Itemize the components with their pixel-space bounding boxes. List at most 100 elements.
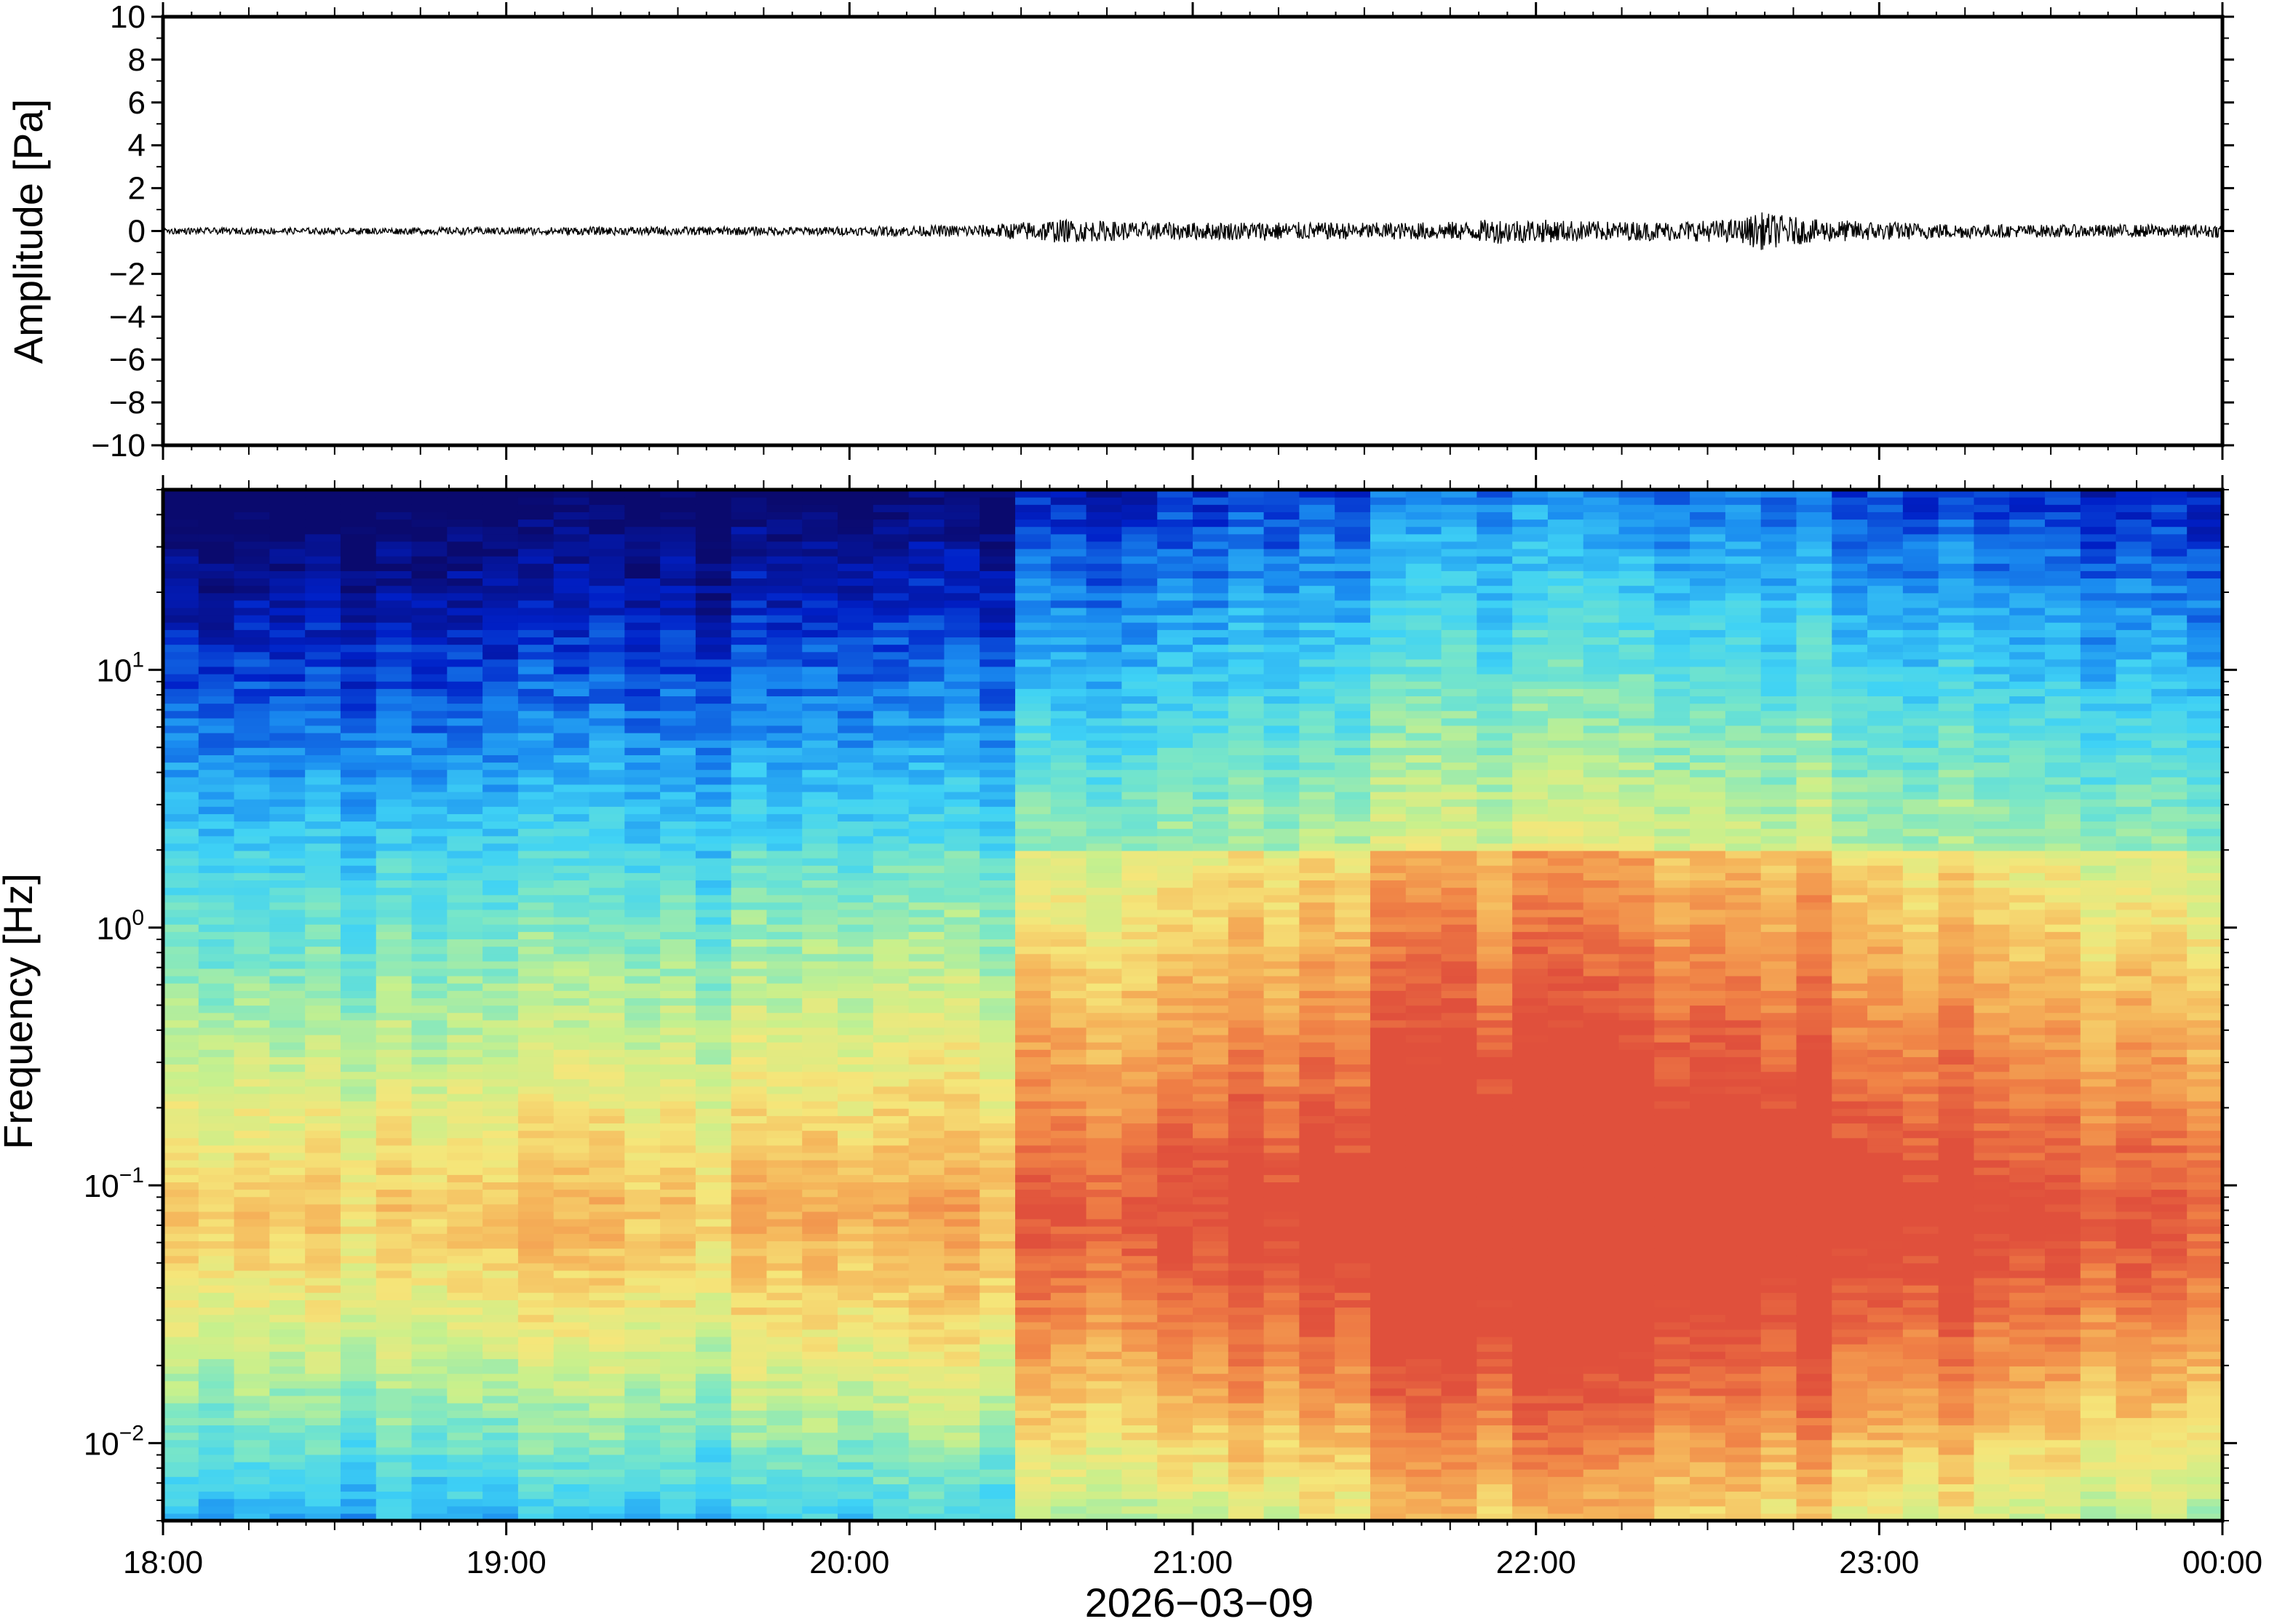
spectrogram-cell: [340, 1042, 377, 1050]
spectrogram-cell: [731, 585, 768, 594]
spectrogram-cell: [1086, 1115, 1123, 1124]
spectrogram-cell: [553, 526, 590, 535]
spectrogram-cell: [802, 1417, 838, 1426]
spectrogram-cell: [1405, 909, 1442, 918]
spectrogram-cell: [624, 835, 661, 844]
spectrogram-cell: [482, 490, 519, 498]
spectrogram-cell: [1335, 622, 1371, 630]
spectrogram-cell: [1086, 1366, 1123, 1374]
spectrogram-cell: [695, 1462, 732, 1470]
spectrogram-cell: [447, 1307, 483, 1315]
spectrogram-cell: [447, 1299, 483, 1308]
spectrogram-cell: [695, 629, 732, 638]
spectrogram-cell: [1299, 1417, 1335, 1426]
spectrogram-cell: [908, 1344, 945, 1352]
spectrogram-cell: [908, 1314, 945, 1323]
spectrogram-cell: [1015, 1123, 1052, 1131]
spectrogram-cell: [234, 717, 270, 726]
spectrogram-cell: [269, 548, 306, 557]
spectrogram-cell: [1370, 813, 1407, 822]
spectrogram-cell: [944, 526, 980, 535]
spectrogram-cell: [447, 1417, 483, 1426]
spectrogram-cell: [340, 976, 377, 984]
spectrogram-cell: [731, 983, 768, 991]
spectrogram-cell: [1121, 813, 1158, 822]
spectrogram-cell: [1015, 1152, 1052, 1161]
spectrogram-cell: [695, 644, 732, 653]
spectrogram-cell: [163, 1285, 199, 1293]
spectrogram-cell: [553, 1248, 590, 1257]
spectrogram-cell: [447, 1093, 483, 1102]
spectrogram-cell: [1086, 563, 1123, 571]
spectrogram-cell: [553, 1012, 590, 1021]
spectrogram-cell: [517, 717, 555, 726]
spectrogram-cell: [1050, 909, 1087, 918]
spectrogram-cell: [1050, 1012, 1087, 1021]
spectrogram-cell: [1157, 1329, 1193, 1337]
spectrogram-cell: [979, 658, 1016, 667]
spectrogram-cell: [624, 1270, 661, 1278]
spectrogram-cell: [1228, 1152, 1265, 1161]
spectrogram-cell: [517, 1321, 555, 1330]
spectrogram-cell: [802, 1425, 838, 1433]
spectrogram-cell: [838, 1366, 874, 1374]
spectrogram-cell: [802, 548, 838, 557]
spectrogram-cell: [163, 1115, 199, 1124]
spectrogram-cell: [1263, 924, 1300, 932]
spectrogram-cell: [1405, 1056, 1442, 1065]
spectrogram-cell: [163, 1446, 199, 1455]
spectrogram-cell: [340, 1351, 377, 1359]
spectrogram-cell: [340, 1093, 377, 1102]
spectrogram-cell: [838, 880, 874, 888]
spectrogram-cell: [1228, 1005, 1265, 1014]
spectrogram-cell: [624, 533, 661, 542]
spectrogram-cell: [695, 799, 732, 807]
spectrogram-cell: [624, 1285, 661, 1293]
spectrogram-cell: [873, 1123, 910, 1131]
spectrogram-cell: [1086, 490, 1123, 498]
spectrogram-cell: [589, 740, 625, 748]
spectrogram-cell: [1370, 1425, 1407, 1433]
spectrogram-cell: [553, 1086, 590, 1094]
spectrogram-cell: [305, 541, 341, 549]
spectrogram-cell: [1050, 1130, 1087, 1139]
spectrogram-cell: [1050, 1505, 1087, 1514]
spectrogram-cell: [1335, 894, 1371, 903]
spectrogram-cell: [198, 622, 235, 630]
spectrogram-cell: [838, 629, 874, 638]
spectrogram-cell: [873, 637, 910, 645]
spectrogram-cell: [695, 504, 732, 512]
spectrogram-cell: [979, 563, 1016, 571]
spectrogram-cell: [553, 769, 590, 778]
spectrogram-cell: [1263, 1115, 1300, 1124]
spectrogram-cell: [269, 1034, 306, 1043]
spectrogram-cell: [1157, 835, 1193, 844]
spectrogram-cell: [766, 526, 803, 535]
spectrogram-cell: [305, 607, 341, 616]
spectrogram-cell: [731, 1395, 768, 1404]
spectrogram-cell: [908, 497, 945, 505]
spectrogram-cell: [340, 717, 377, 726]
spectrogram-cell: [517, 1462, 555, 1470]
spectrogram-cell: [269, 1425, 306, 1433]
spectrogram-cell: [1228, 490, 1265, 498]
spectrogram-cell: [979, 1248, 1016, 1257]
spectrogram-cell: [766, 813, 803, 822]
spectrogram-cell: [198, 740, 235, 748]
spectrogram-cell: [766, 983, 803, 991]
spectrogram-cell: [1121, 658, 1158, 667]
spectrogram-cell: [1335, 1255, 1371, 1264]
spectrogram-cell: [802, 1462, 838, 1470]
spectrogram-cell: [1299, 1484, 1335, 1492]
spectrogram-cell: [624, 578, 661, 586]
spectrogram-cell: [1086, 960, 1123, 969]
spectrogram-cell: [1299, 548, 1335, 557]
spectrogram-cell: [1228, 1042, 1265, 1050]
spectrogram-cell: [802, 894, 838, 903]
spectrogram-cell: [766, 607, 803, 616]
spectrogram-cell: [695, 1152, 732, 1161]
spectrogram-cell: [695, 960, 732, 969]
spectrogram-cell: [340, 1071, 377, 1080]
spectrogram-cell: [979, 858, 1016, 866]
spectrogram-cell: [1086, 1005, 1123, 1014]
